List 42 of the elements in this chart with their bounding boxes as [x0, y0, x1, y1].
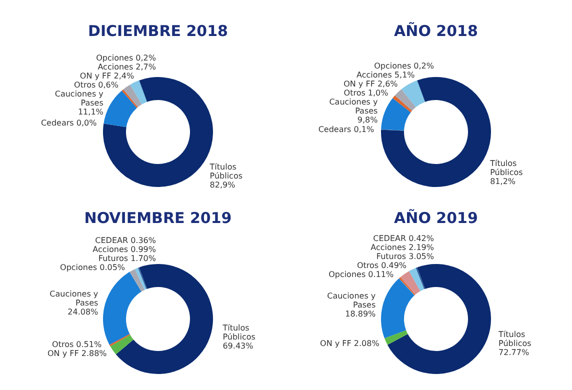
slice-label: Títulos Públicos [208, 162, 243, 180]
slice-label: Cauciones y Pases [327, 292, 376, 310]
slice-label: Opciones 0,2% [96, 54, 156, 63]
slice-label: CEDEAR 0.42% [373, 234, 434, 244]
slice-label: Acciones 0.99% [92, 245, 156, 254]
slice-label: Títulos Públicos [222, 323, 256, 342]
slice-label: Otros 0.51% [52, 340, 102, 349]
slice-label: Títulos Públicos [498, 330, 532, 348]
slice-label: Opciones 0.05% [60, 263, 126, 272]
category-label: Cedears 0,0% [40, 118, 97, 128]
slice-label: ON y FF 2,4% [80, 72, 134, 81]
slice-label: Cauciones y Pases [50, 289, 98, 308]
data-label: 24.08% [68, 307, 99, 316]
slice-label: Acciones 5,1% [356, 70, 416, 80]
slice-label: ON y FF 2.08% [320, 339, 380, 348]
slice-label: Otros 0,6% [74, 80, 119, 90]
data-label: 82,9% [210, 180, 236, 190]
slice-label: Futuros 1.70% [98, 254, 156, 264]
data-label: 18.89% [345, 310, 376, 319]
data-label: 69.43% [222, 341, 254, 350]
data-label: 81,2% [490, 177, 516, 186]
chart-title: DICIEMBRE 2018 [88, 22, 228, 40]
slice-label: Títulos Públicos [489, 159, 523, 178]
slice-label: Cauciones y Pases [329, 98, 378, 116]
slice-label: ON y FF 2.88% [48, 348, 108, 358]
slice-label: Cedears 0,1% [318, 124, 374, 134]
slice-label: Otros 0.49% [356, 261, 407, 270]
slice-label: CEDEAR 0.36% [95, 236, 156, 246]
slice-label: Cauciones y Pases [54, 90, 104, 108]
slice-label: Futuros 3.05% [376, 252, 434, 262]
slice-label: ON y FF 2,6% [344, 80, 398, 89]
chart-title: AÑO 2019 [394, 209, 478, 227]
chart-title: NOVIEMBRE 2019 [84, 209, 232, 227]
slice-label: Opciones 0,2% [374, 62, 434, 71]
slice-label: Opciones 0.11% [328, 270, 394, 280]
chart-title: AÑO 2018 [394, 22, 478, 40]
slice-label: Acciones 2,7% [98, 62, 156, 72]
data-label: 9,8% [357, 116, 378, 125]
data-label: 11,1% [78, 108, 104, 117]
slice-label: Acciones 2.19% [370, 243, 434, 252]
slice-label: Otros 1,0% [344, 88, 389, 98]
data-label: 72.77% [498, 348, 530, 358]
